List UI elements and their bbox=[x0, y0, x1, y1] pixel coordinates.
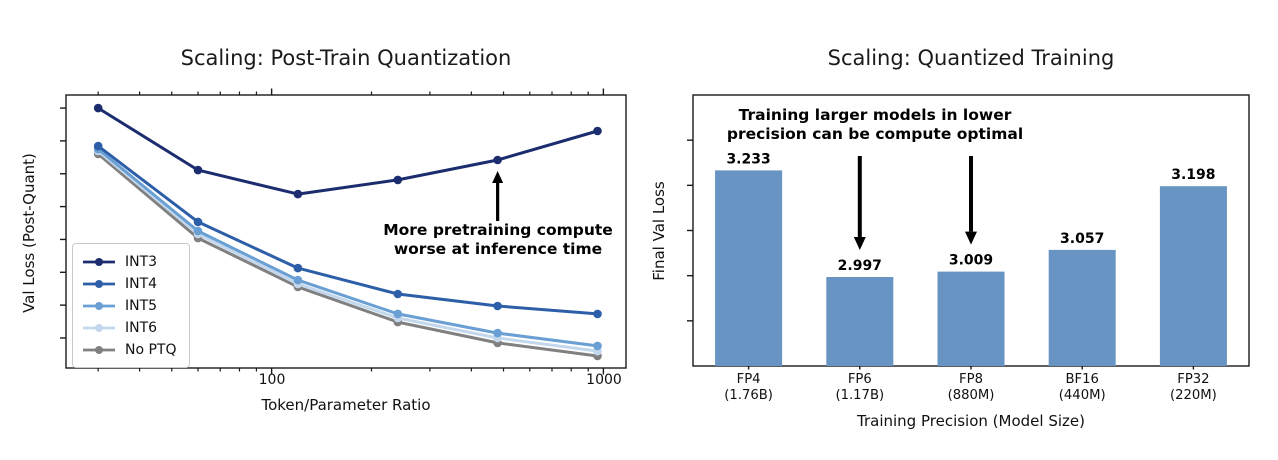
bar-tick-sublabel-fp6: (1.17B) bbox=[835, 388, 884, 403]
data-point bbox=[193, 217, 203, 227]
left-x-axis-label: Token/Parameter Ratio bbox=[261, 396, 431, 414]
bar-tick-sublabel-bf16: (440M) bbox=[1059, 388, 1106, 403]
bar-value-fp32: 3.198 bbox=[1171, 167, 1215, 183]
data-point bbox=[593, 341, 602, 351]
legend-row-int3: INT3 bbox=[81, 251, 181, 273]
right-y-axis-label: Final Val Loss bbox=[650, 181, 668, 281]
left-annotation-line2: worse at inference time bbox=[393, 240, 603, 258]
bar-bf16 bbox=[1048, 249, 1116, 366]
series-line bbox=[96, 106, 599, 196]
right-x-axis-label: Training Precision (Model Size) bbox=[857, 412, 1085, 430]
bar-fp4 bbox=[715, 170, 783, 366]
data-point bbox=[593, 126, 602, 136]
data-point bbox=[193, 165, 203, 175]
left-axes-box bbox=[65, 94, 627, 369]
data-point bbox=[293, 263, 303, 273]
right-annotation-line2: precision can be compute optimal bbox=[726, 125, 1024, 143]
data-point bbox=[393, 309, 403, 319]
right-chart-title: Scaling: Quantized Training bbox=[827, 46, 1115, 70]
right-annotation-arrow-fp6 bbox=[853, 156, 866, 251]
legend-row-int4: INT4 bbox=[81, 273, 181, 295]
legend-label: INT5 bbox=[125, 298, 158, 314]
data-point bbox=[493, 328, 502, 338]
x-tick-label-1000: 1000 bbox=[586, 372, 622, 388]
legend-line-swatch bbox=[83, 280, 115, 288]
bar-tick-label-fp6: FP6 bbox=[848, 372, 872, 387]
legend-line-swatch bbox=[83, 302, 115, 310]
right-chart-annotation: Training larger models in lower precisio… bbox=[715, 106, 1035, 144]
series-line bbox=[96, 144, 599, 316]
legend-label: No PTQ bbox=[125, 342, 177, 358]
bar-value-fp6: 2.997 bbox=[838, 258, 882, 274]
legend-label: INT4 bbox=[125, 276, 158, 292]
data-point bbox=[293, 275, 303, 285]
series-line bbox=[96, 149, 599, 353]
bar-value-bf16: 3.057 bbox=[1060, 231, 1104, 247]
data-point bbox=[293, 189, 303, 199]
left-annotation-arrow bbox=[492, 171, 504, 221]
legend-row-int5: INT5 bbox=[81, 295, 181, 317]
left-annotation-line1: More pretraining compute bbox=[383, 221, 613, 239]
bar-tick-label-fp4: FP4 bbox=[737, 372, 761, 387]
left-plot bbox=[60, 88, 627, 375]
data-point bbox=[93, 141, 103, 151]
series-line bbox=[96, 147, 599, 348]
bar-tick-label-fp8: FP8 bbox=[959, 372, 983, 387]
left-chart-title: Scaling: Post-Train Quantization bbox=[180, 46, 512, 70]
bar-fp6 bbox=[826, 277, 894, 366]
bar-value-fp8: 3.009 bbox=[949, 253, 993, 269]
right-annotation-line1: Training larger models in lower bbox=[738, 106, 1012, 124]
legend-row-no-ptq: No PTQ bbox=[81, 339, 181, 361]
left-chart-annotation: More pretraining compute worse at infere… bbox=[358, 221, 638, 259]
left-axis-ticks bbox=[60, 88, 605, 375]
legend-line-swatch bbox=[83, 324, 115, 332]
legend-label: INT6 bbox=[125, 320, 158, 336]
legend: INT3 INT4 INT5 INT6 No PTQ bbox=[72, 243, 190, 368]
bar-tick-label-bf16: BF16 bbox=[1065, 372, 1098, 387]
data-point bbox=[593, 309, 602, 319]
left-y-axis-label: Val Loss (Post-Quant) bbox=[20, 153, 38, 313]
legend-label: INT3 bbox=[125, 254, 158, 270]
right-axis-ticks bbox=[687, 139, 1195, 370]
series-int5 bbox=[93, 144, 602, 351]
legend-row-int6: INT6 bbox=[81, 317, 181, 339]
bar-tick-sublabel-fp8: (880M) bbox=[948, 388, 995, 403]
series-line bbox=[96, 152, 599, 358]
right-plot: 3.233 FP4(1.76B) 2.997 FP6(1.17B) 3.009 FP8(8… bbox=[687, 94, 1250, 403]
bar-tick-label-fp32: FP32 bbox=[1177, 372, 1209, 387]
bar-tick-sublabel-fp32: (220M) bbox=[1170, 388, 1217, 403]
bar-value-fp4: 3.233 bbox=[726, 151, 770, 167]
data-point bbox=[493, 155, 502, 165]
bar-tick-sublabel-fp4: (1.76B) bbox=[724, 388, 773, 403]
data-point bbox=[93, 103, 103, 113]
data-point bbox=[393, 289, 403, 299]
legend-line-swatch bbox=[83, 258, 115, 266]
series-int4 bbox=[93, 141, 602, 319]
data-point bbox=[193, 226, 203, 236]
data-point bbox=[393, 175, 403, 185]
data-point bbox=[493, 301, 502, 311]
bar-fp8 bbox=[937, 271, 1005, 366]
right-annotation-arrow-fp8 bbox=[965, 156, 977, 245]
x-tick-label-100: 100 bbox=[258, 372, 286, 388]
series-int3 bbox=[93, 103, 602, 199]
legend-line-swatch bbox=[83, 346, 115, 354]
bar-fp32 bbox=[1159, 186, 1227, 366]
